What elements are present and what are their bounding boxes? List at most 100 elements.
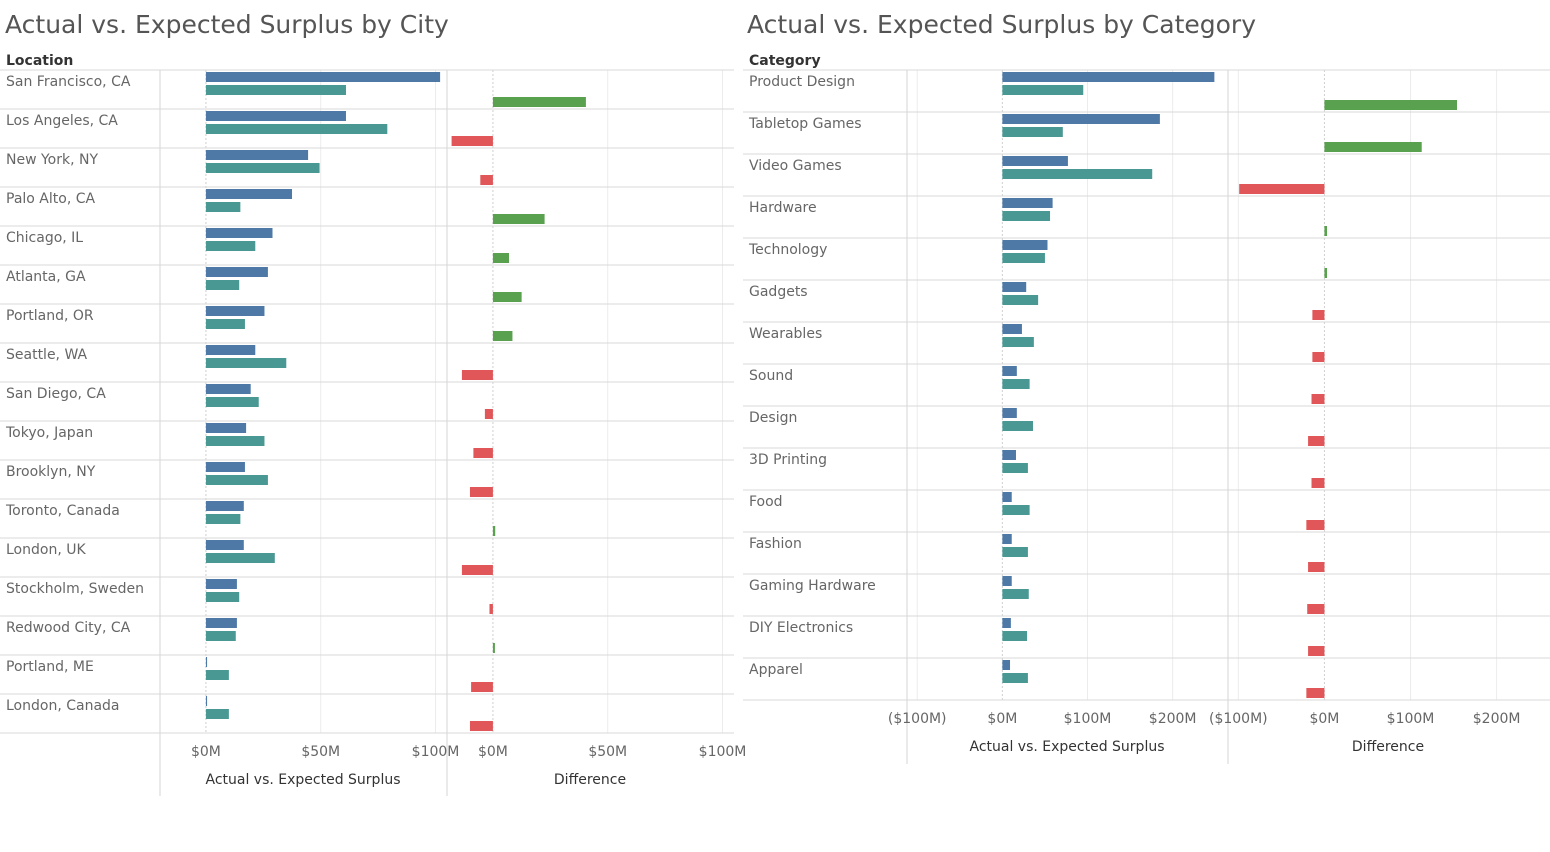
category-row-label-sound: Sound [749,368,793,384]
category-panel1-tick-100m: ($100M) [1209,711,1268,727]
city-san-francisco-ca-expected-bar [205,85,346,95]
category-panel0-tick-0m: $0M [987,711,1017,727]
category-gaming-hardware-expected-bar [1002,589,1029,599]
city-london-canada-actual-bar [205,696,208,706]
city-london-canada-difference-bar [469,721,493,731]
city-san-diego-ca-expected-bar [205,397,259,407]
category-tabletop-games-difference-bar [1324,142,1422,152]
city-atlanta-ga-actual-bar [205,267,268,277]
category-row-label-gaming-hardware: Gaming Hardware [749,578,876,594]
category-hardware-difference-bar [1324,226,1328,236]
category-sound-expected-bar [1002,379,1030,389]
category-product-design-difference-bar [1324,100,1458,110]
category-food-actual-bar [1002,492,1012,502]
category-row-label-food: Food [749,494,783,510]
category-row-label-diy-electronics: DIY Electronics [749,620,853,636]
city-row-label-redwood-city-ca: Redwood City, CA [6,620,131,636]
city-row-label-portland-or: Portland, OR [6,308,94,324]
city-gridlines [0,69,734,796]
category-row-label-hardware: Hardware [749,200,817,216]
city-san-francisco-ca-actual-bar [205,72,441,82]
city-row-label-london-uk: London, UK [6,542,86,558]
category-technology-difference-bar [1324,268,1328,278]
axis-title-difference-city: Difference [554,772,626,788]
category-sound-difference-bar [1311,394,1325,404]
city-los-angeles-ca-actual-bar [205,111,346,121]
category-row-labels: Product Design Tabletop Games Video Games H… [748,74,876,678]
city-row-label-palo-alto-ca: Palo Alto, CA [6,191,95,207]
city-panel1-tick-100m: $100M [699,744,747,760]
city-san-francisco-ca-difference-bar [492,97,586,107]
city-tick-labels: $0M $50M $100M $0M $50M $100M [191,744,746,760]
category-3d-printing-difference-bar [1311,478,1325,488]
city-seattle-wa-expected-bar [205,358,287,368]
category-row-label-tabletop-games: Tabletop Games [748,116,862,132]
city-chicago-il-expected-bar [205,241,256,251]
category-panel0-tick-100m: ($100M) [888,711,947,727]
city-toronto-canada-expected-bar [205,514,241,524]
category-diy-electronics-actual-bar [1002,618,1011,628]
city-toronto-canada-actual-bar [205,501,244,511]
city-panel1-tick-0m: $0M [478,744,508,760]
category-apparel-actual-bar [1002,660,1011,670]
city-palo-alto-ca-actual-bar [205,189,293,199]
city-row-label-seattle-wa: Seattle, WA [6,347,88,363]
city-new-york-ny-actual-bar [205,150,309,160]
chart-title-category: Actual vs. Expected Surplus by Category [747,10,1256,39]
city-atlanta-ga-difference-bar [492,292,522,302]
category-design-actual-bar [1002,408,1017,418]
category-gaming-hardware-actual-bar [1002,576,1012,586]
category-tick-labels: ($100M) $0M $100M $200M ($100M) $0M $100M $200M [888,711,1521,727]
city-portland-me-actual-bar [205,657,208,667]
city-row-label-tokyo-japan: Tokyo, Japan [5,425,93,441]
city-brooklyn-ny-actual-bar [205,462,245,472]
city-atlanta-ga-expected-bar [205,280,240,290]
city-los-angeles-ca-difference-bar [451,136,493,146]
category-fashion-expected-bar [1002,547,1028,557]
category-tabletop-games-expected-bar [1002,127,1063,137]
city-redwood-city-ca-actual-bar [205,618,237,628]
city-row-label-san-diego-ca: San Diego, CA [6,386,106,402]
city-row-label-san-francisco-ca: San Francisco, CA [6,74,131,90]
city-brooklyn-ny-difference-bar [469,487,493,497]
category-food-difference-bar [1306,520,1325,530]
category-3d-printing-expected-bar [1002,463,1028,473]
category-apparel-difference-bar [1306,688,1325,698]
category-row-label-fashion: Fashion [749,536,802,552]
city-tokyo-japan-actual-bar [205,423,247,433]
city-chart: Actual vs. Expected Surplus by City Loca… [0,10,746,796]
axis-title-surplus-city: Actual vs. Expected Surplus [205,772,400,788]
chart-title-city: Actual vs. Expected Surplus by City [5,10,449,39]
city-seattle-wa-difference-bar [461,370,493,380]
city-panel1-tick-50m: $50M [588,744,627,760]
city-row-label-portland-me: Portland, ME [6,659,94,675]
city-row-label-atlanta-ga: Atlanta, GA [6,269,86,285]
city-palo-alto-ca-expected-bar [205,202,241,212]
city-panel0-tick-50m: $50M [301,744,340,760]
category-row-label-3d-printing: 3D Printing [749,452,827,468]
city-stockholm-sweden-expected-bar [205,592,240,602]
category-product-design-expected-bar [1002,85,1084,95]
city-tokyo-japan-expected-bar [205,436,265,446]
category-panel0-tick-200m: $200M [1149,711,1197,727]
category-fashion-actual-bar [1002,534,1012,544]
category-row-label-gadgets: Gadgets [749,284,808,300]
category-gadgets-expected-bar [1002,295,1039,305]
category-panel1-tick-0m: $0M [1309,711,1339,727]
city-portland-or-expected-bar [205,319,245,329]
category-row-label-apparel: Apparel [749,662,803,678]
city-london-uk-difference-bar [461,565,493,575]
city-portland-or-difference-bar [492,331,513,341]
city-san-diego-ca-difference-bar [484,409,493,419]
city-new-york-ny-expected-bar [205,163,320,173]
city-london-canada-expected-bar [205,709,229,719]
category-panel1-tick-200m: $200M [1473,711,1521,727]
category-bars [1002,72,1458,698]
category-row-label-wearables: Wearables [749,326,822,342]
category-gaming-hardware-difference-bar [1307,604,1325,614]
axis-title-difference-category: Difference [1352,739,1424,755]
city-redwood-city-ca-expected-bar [205,631,236,641]
category-design-difference-bar [1308,436,1325,446]
city-panel0-tick-100m: $100M [412,744,460,760]
